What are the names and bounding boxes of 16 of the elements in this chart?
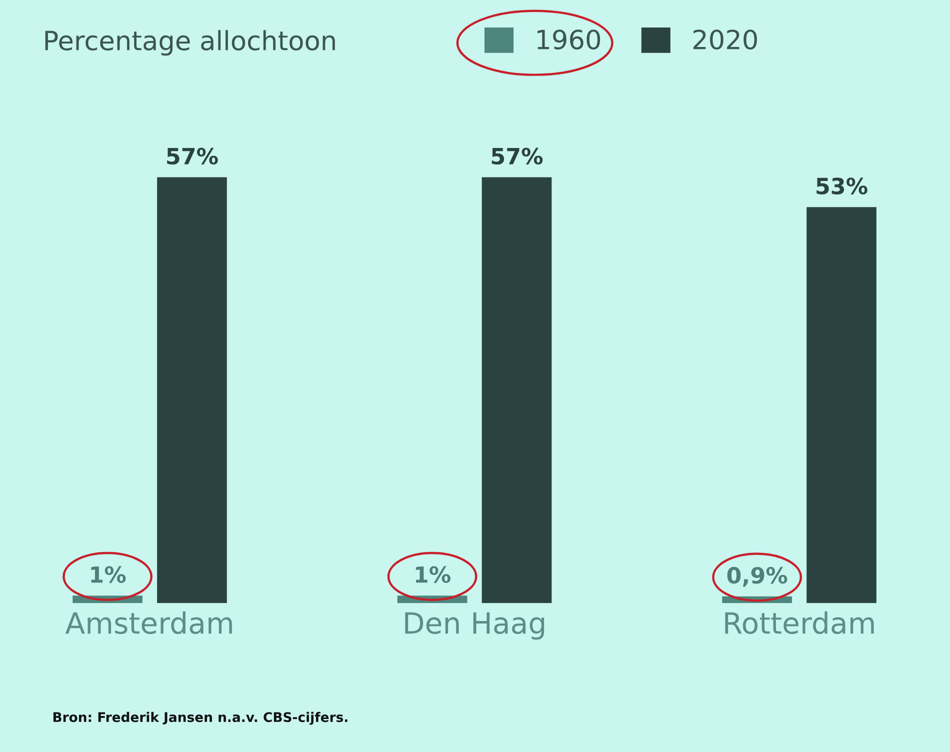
text: Bron: Frederik Jansen n.a.v. CBS-cijfers. [53, 712, 348, 725]
data-label: 57% [167, 148, 218, 165]
data-label: 1% [91, 566, 126, 583]
legend-label: 1960 [538, 30, 600, 50]
data-label: 57% [492, 148, 543, 165]
legend-label: 2020 [693, 30, 757, 50]
x-tick-label: Den Haag [405, 612, 544, 640]
legend-title: Percentage allochtoon [45, 30, 335, 56]
bar [482, 177, 552, 604]
data-label: 1% [416, 566, 450, 583]
data-label: 53% [816, 178, 868, 194]
data-label: 0,9% [727, 566, 788, 587]
x-tick-label: Amsterdam [65, 611, 232, 634]
bar [157, 177, 227, 604]
bar [806, 207, 876, 604]
x-tick-label: Rotterdam [725, 611, 874, 634]
